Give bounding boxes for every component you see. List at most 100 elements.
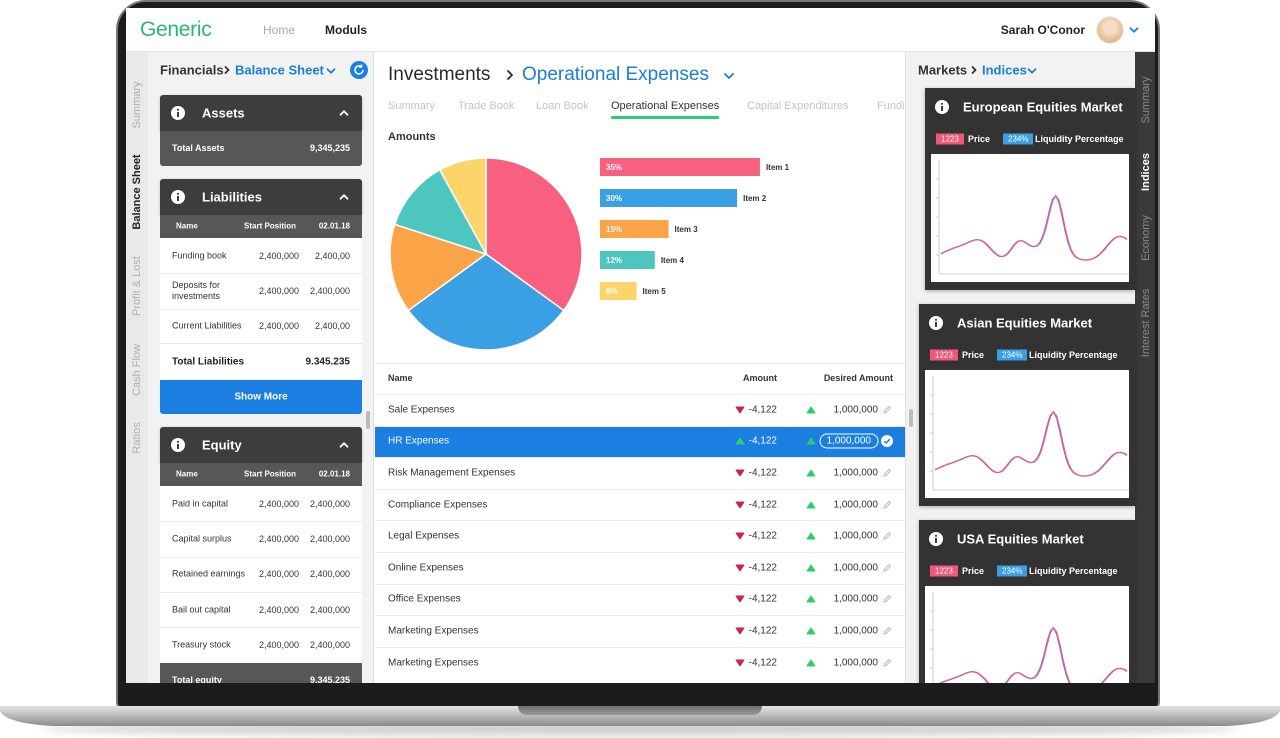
pencil <box>883 531 892 540</box>
trend-icon <box>806 595 816 603</box>
pie-slice <box>393 168 488 256</box>
info-icon <box>171 438 185 452</box>
nav-link[interactable]: Home <box>263 23 296 37</box>
pie-slice <box>485 157 583 312</box>
vertical-tab[interactable]: Balance Sheet <box>131 154 143 230</box>
refresh-button[interactable] <box>350 61 368 79</box>
row-name: Sale Expenses <box>388 404 455 416</box>
vertical-tab[interactable]: Interest Rates <box>1140 288 1152 358</box>
chevron <box>724 73 734 79</box>
trend-icon <box>735 437 745 445</box>
column-label: Amount <box>743 373 777 383</box>
vertical-tab[interactable]: Economy <box>1140 215 1152 261</box>
card-header <box>160 95 362 131</box>
table-row[interactable] <box>375 457 905 489</box>
bar-name: Item 2 <box>743 194 767 203</box>
trend-down <box>735 659 745 667</box>
row-name: Legal Expenses <box>388 530 460 542</box>
bar-name: Item 5 <box>643 287 667 296</box>
trend-up <box>806 532 816 540</box>
chevron <box>1027 68 1037 74</box>
bar-label: 8% <box>606 287 618 296</box>
bar-label: 30% <box>606 194 622 203</box>
breadcrumb-current[interactable]: Balance Sheet <box>235 62 324 78</box>
trend-icon <box>806 437 816 445</box>
breadcrumb-current[interactable]: Indices <box>982 62 1027 78</box>
bar <box>600 220 669 238</box>
tab[interactable]: Capital Expenditures <box>747 100 849 112</box>
chart-line <box>939 626 1128 683</box>
avatar[interactable] <box>1097 17 1123 43</box>
chevron-icon <box>724 73 734 79</box>
table-row[interactable] <box>375 646 905 679</box>
tab[interactable]: Operational Expenses <box>611 100 720 112</box>
vertical-tab[interactable]: Indices <box>1140 153 1152 191</box>
row-name: Marketing Expenses <box>388 625 479 637</box>
vertical-tab[interactable]: Ratios <box>131 422 143 454</box>
tab[interactable]: Trade Book <box>458 100 515 112</box>
chevron <box>339 110 349 116</box>
show-more-button[interactable] <box>160 380 362 414</box>
tab[interactable]: Summary <box>388 100 436 112</box>
vertical-tab[interactable]: Cash Flow <box>131 344 143 396</box>
table-row[interactable] <box>375 583 905 616</box>
market-chart-bg <box>925 586 1129 683</box>
header <box>126 8 1155 52</box>
row-name: Funding book <box>172 250 227 261</box>
trend-icon <box>806 532 816 540</box>
amounts-chart: 35% Item 1 30% Item 2 15% Item 3 12% Item 4 8% It… <box>389 157 790 351</box>
tab[interactable]: Loan Book <box>536 100 589 112</box>
row-desired: 1,000,000 <box>833 657 879 669</box>
row-divider <box>160 308 362 310</box>
nav-link[interactable]: Moduls <box>325 23 367 37</box>
row-desired: 1,000,000 <box>833 404 879 416</box>
info-icon <box>929 532 943 546</box>
button-label[interactable]: Show More <box>234 391 288 403</box>
card-title: Liabilities <box>202 189 262 205</box>
table-body <box>160 238 362 344</box>
info-stem <box>177 444 179 449</box>
table-row[interactable] <box>375 552 905 584</box>
bar-label: 12% <box>606 256 622 265</box>
logo: Generic <box>140 18 212 41</box>
pie-slice <box>389 223 488 312</box>
trend-up <box>806 659 816 667</box>
total-value: 9.345.235 <box>305 356 351 368</box>
vertical-tab[interactable]: Summary <box>1140 76 1152 124</box>
price-label: Price <box>962 350 985 360</box>
row-start: 2,400,000 <box>258 498 299 509</box>
table-row[interactable] <box>375 615 905 647</box>
vertical-tab[interactable]: Summary <box>131 81 143 129</box>
tab[interactable]: Fundi <box>877 100 905 112</box>
chevron <box>224 66 230 74</box>
column-label: Name <box>176 221 198 231</box>
chevron-icon <box>971 66 977 74</box>
row-amount: -4,122 <box>748 435 777 447</box>
info-dot <box>176 440 180 443</box>
row-divider <box>160 556 362 558</box>
vertical-tab[interactable]: Profit & Lost <box>131 256 143 316</box>
bar-label: 35% <box>606 163 622 172</box>
table-row[interactable] <box>375 520 905 552</box>
page-title-current[interactable]: Operational Expenses <box>522 64 709 85</box>
resize-handle <box>909 409 913 427</box>
bar-label: 15% <box>606 225 622 234</box>
table-row[interactable] <box>375 425 905 458</box>
edit-icon <box>883 626 892 635</box>
trend-up <box>806 501 816 509</box>
table-row[interactable] <box>375 394 905 426</box>
check-bg <box>881 435 893 448</box>
bar <box>600 189 738 207</box>
row-value: 2,400,000 <box>309 498 350 509</box>
trend-down <box>735 501 745 509</box>
card-header <box>160 179 362 215</box>
table-top-border <box>375 363 905 364</box>
card-header <box>160 427 362 463</box>
table-row[interactable] <box>375 488 905 521</box>
info-dot <box>176 108 180 111</box>
market-title: USA Equities Market <box>957 531 1084 547</box>
chevron-icon <box>339 194 349 200</box>
total-value: 9,345,235 <box>309 143 350 153</box>
row-desired-input[interactable]: 1,000,000 <box>819 433 878 449</box>
